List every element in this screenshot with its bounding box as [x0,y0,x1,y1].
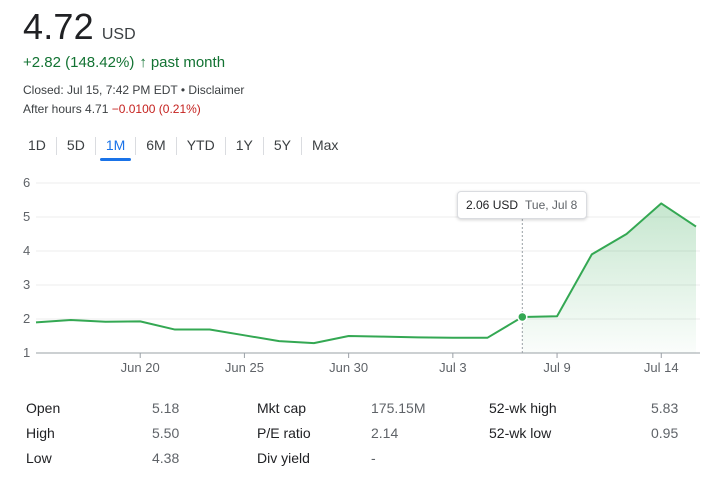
stat-label-high: High [26,425,55,441]
stat-value-pe: 2.14 [371,425,399,441]
x-tick-label: Jul 3 [439,360,466,375]
price-header: 4.72 USD [23,6,136,48]
price-chart[interactable]: 1 2 3 4 5 6 Jun 20 Jun 25 Jun 30 Jul 3 Jul 9 Jul 14 [0,170,720,385]
tab-1m[interactable]: 1M [96,131,135,161]
series-line [35,202,697,345]
tab-divider [175,137,177,155]
y-tick-label: 6 [23,175,30,190]
change-period: past month [150,54,226,71]
stat-value-52wk-low: 0.95 [651,425,679,441]
currency-label: USD [101,26,136,43]
arrow-up-icon: ↑ [139,54,147,71]
stat-label-52wk-low: 52-wk low [489,425,552,441]
current-price: 4.72 [23,6,94,47]
price-change: +2.82 (148.42%) ↑ past month [23,54,225,71]
stat-value-52wk-high: 5.83 [651,400,679,416]
y-tick-label: 4 [23,243,30,258]
after-hours: After hours 4.71 −0.0100 (0.21%) [23,102,201,116]
market-status: Closed: Jul 15, 7:42 PM EDT • Disclaimer [23,83,244,97]
area-fill [522,203,696,353]
y-tick-label: 5 [23,209,30,224]
tab-6m[interactable]: 6M [146,137,166,153]
tab-divider [262,137,264,155]
stat-label-low: Low [26,450,52,466]
stat-value-mktcap: 175.15M [371,400,426,416]
x-tick-label: Jul 14 [644,360,679,375]
x-tick-label: Jun 30 [329,360,368,375]
x-tick-label: Jun 20 [121,360,160,375]
stat-label-open: Open [26,400,61,416]
y-tick-label: 1 [23,345,30,360]
stat-label-mktcap: Mkt cap [257,400,307,416]
range-tabs: 1D 5D 1M 6M YTD 1Y 5Y Max [18,131,348,161]
y-tick-label: 2 [23,311,30,326]
stat-label-52wk-high: 52-wk high [489,400,557,416]
tab-divider [135,137,137,155]
closed-text: Closed: Jul 15, 7:42 PM EDT [23,83,178,97]
stat-label-div: Div yield [257,450,310,466]
y-tick-label: 3 [23,277,30,292]
change-value: +2.82 (148.42%) [23,54,135,71]
tab-1y[interactable]: 1Y [235,137,253,153]
after-hours-change: −0.0100 (0.21%) [111,102,201,116]
tab-divider [55,137,57,155]
stat-label-pe: P/E ratio [257,425,311,441]
chart-tooltip: 2.06 USD Tue, Jul 8 [457,191,587,219]
tooltip-date: Tue, Jul 8 [525,198,578,212]
highlight-point [517,311,528,323]
tab-1d[interactable]: 1D [28,137,46,153]
stat-value-div: - [371,450,376,466]
tab-ytd[interactable]: YTD [186,137,215,153]
tab-divider [94,137,96,155]
tooltip-value: 2.06 USD [466,198,519,212]
stat-value-open: 5.18 [152,400,180,416]
tab-5d[interactable]: 5D [66,137,85,153]
x-tick-label: Jun 25 [225,360,264,375]
separator: • [177,83,189,97]
disclaimer-link[interactable]: Disclaimer [188,83,245,97]
tab-divider [224,137,226,155]
x-tick-label: Jul 9 [543,360,570,375]
stat-value-low: 4.38 [152,450,180,466]
tab-max[interactable]: Max [311,137,339,153]
after-hours-label: After hours 4.71 [23,102,109,116]
tab-divider [300,137,302,155]
stat-value-high: 5.50 [152,425,180,441]
tab-5y[interactable]: 5Y [273,137,291,153]
